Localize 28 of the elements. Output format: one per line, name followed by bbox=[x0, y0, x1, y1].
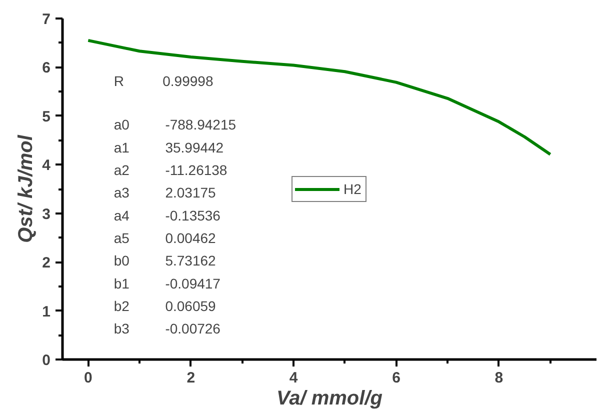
text: R 0.99998 bbox=[114, 72, 214, 89]
y-tick-label: 0 bbox=[42, 352, 50, 369]
text: b0 5.73162 bbox=[114, 252, 216, 269]
x-tick-label: 4 bbox=[289, 370, 298, 386]
x-tick-label: 6 bbox=[392, 370, 400, 386]
y-tick-label: 2 bbox=[42, 254, 50, 272]
y-tick-label: 4 bbox=[42, 157, 52, 174]
text: a4 -0.13536 bbox=[114, 207, 220, 224]
y-tick-label: 7 bbox=[42, 11, 50, 28]
text: a2 -11.26138 bbox=[114, 162, 228, 178]
y-tick-label: 1 bbox=[42, 303, 50, 320]
y-tick-label: 5 bbox=[42, 108, 50, 126]
legend-label: H2 bbox=[344, 180, 362, 196]
text: a3 2.03175 bbox=[114, 184, 216, 201]
x-tick-label: 2 bbox=[186, 370, 196, 386]
y-axis-title: Qst/ kJ/mol bbox=[15, 134, 38, 243]
y-tick-label: 6 bbox=[42, 60, 50, 77]
text: b1 -0.09417 bbox=[114, 275, 220, 292]
text: b2 0.06059 bbox=[114, 298, 216, 314]
x-tick-label: 8 bbox=[494, 370, 504, 386]
x-axis-title: Va/ mmol/g bbox=[276, 388, 382, 410]
text: a1 35.99442 bbox=[114, 139, 224, 156]
text: a0 -788.94215 bbox=[114, 116, 236, 133]
line-series bbox=[86, 38, 552, 156]
x-tick-label: 0 bbox=[84, 370, 92, 386]
y-tick-label: 3 bbox=[42, 206, 50, 223]
text: b3 -0.00726 bbox=[114, 320, 220, 337]
text: a5 0.00462 bbox=[114, 230, 216, 246]
